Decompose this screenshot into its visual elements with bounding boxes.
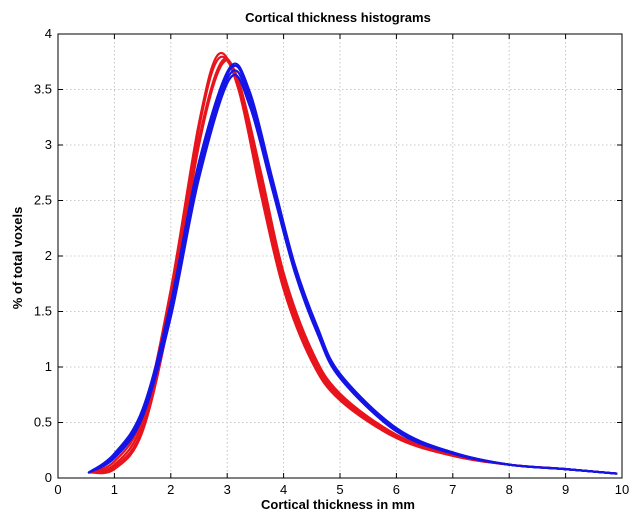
x-axis-title: Cortical thickness in mm: [261, 497, 415, 512]
y-tick-label: 3.5: [34, 82, 52, 97]
y-tick-label: 3: [45, 137, 52, 152]
y-tick-label: 4: [45, 26, 52, 41]
plot-series: [87, 51, 618, 475]
y-tick-label: 2.5: [34, 193, 52, 208]
y-tick-label: 0: [45, 470, 52, 485]
y-tick-label: 1: [45, 359, 52, 374]
y-tick-label: 1.5: [34, 304, 52, 319]
y-tick-label: 0.5: [34, 415, 52, 430]
x-tick-label: 3: [224, 482, 231, 497]
x-tick-label: 5: [336, 482, 343, 497]
y-tick-label: 2: [45, 248, 52, 263]
x-tick-label: 7: [449, 482, 456, 497]
x-tick-label: 1: [111, 482, 118, 497]
x-tick-label: 0: [54, 482, 61, 497]
x-tick-label: 2: [167, 482, 174, 497]
x-tick-label: 8: [506, 482, 513, 497]
x-tick-label: 9: [562, 482, 569, 497]
axis-ticks: 0 1 2 3 4 5 6 7 8 9 10 0 0.5 1 1.5 2 2.5 3 3.5 4: [34, 26, 629, 497]
x-tick-label: 6: [393, 482, 400, 497]
x-tick-label: 4: [280, 482, 287, 497]
chart-title: Cortical thickness histograms: [245, 10, 431, 25]
series-line-8: [87, 62, 618, 475]
y-axis-title: % of total voxels: [10, 207, 25, 310]
x-tick-label: 10: [615, 482, 629, 497]
